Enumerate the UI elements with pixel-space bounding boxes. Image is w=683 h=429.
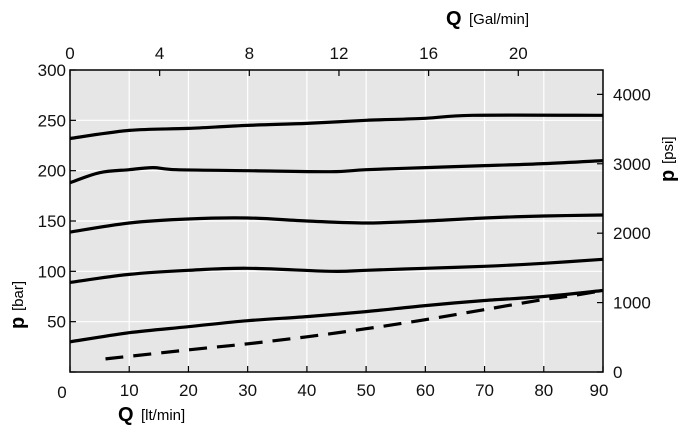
- x-bottom-tick-label: 60: [416, 381, 435, 400]
- y-right-axis-unit: [psi]: [660, 136, 677, 164]
- x-bottom-axis-unit: [lt/min]: [141, 407, 185, 424]
- y-right-tick-label: 1000: [613, 294, 651, 313]
- y-left-tick-label: 50: [47, 313, 66, 332]
- y-left-tick-label: 250: [38, 111, 66, 130]
- y-left-tick-label: 100: [38, 262, 66, 281]
- x-bottom-tick-label: 10: [120, 381, 139, 400]
- y-right-tick-label: 0: [613, 363, 622, 382]
- x-top-tick-label: 8: [245, 44, 254, 63]
- x-top-tick-label: 0: [65, 44, 74, 63]
- x-bottom-tick-label: 0: [57, 383, 66, 402]
- y-left-axis-unit: [bar]: [10, 281, 27, 311]
- series-line-5: [69, 288, 604, 344]
- x-bottom-axis-symbol: Q: [118, 404, 134, 426]
- x-top-tick-label: 12: [330, 44, 349, 63]
- x-top-tick-label: 4: [155, 44, 164, 63]
- x-bottom-tick-label: 30: [238, 381, 257, 400]
- x-top-axis-unit: [Gal/min]: [469, 11, 529, 28]
- x-bottom-tick-label: 70: [475, 381, 494, 400]
- y-right-axis-symbol: p: [657, 170, 679, 182]
- x-top-tick-label: 16: [419, 44, 438, 63]
- series-line-2: [69, 159, 604, 185]
- y-left-axis-symbol: p: [7, 317, 29, 329]
- x-bottom-tick-label: 80: [534, 381, 553, 400]
- series-line-3: [69, 213, 604, 234]
- x-bottom-tick-label: 40: [297, 381, 316, 400]
- x-bottom-tick-label: 20: [179, 381, 198, 400]
- x-top-axis-symbol: Q: [446, 8, 462, 30]
- y-left-tick-label: 150: [38, 212, 66, 231]
- y-right-tick-label: 2000: [613, 224, 651, 243]
- series-line-4: [69, 257, 604, 284]
- series-lines: [69, 113, 604, 361]
- y-right-tick-label: 4000: [613, 85, 651, 104]
- x-bottom-tick-label: 90: [590, 381, 609, 400]
- x-bottom-tick-label: 50: [357, 381, 376, 400]
- series-line-1: [69, 113, 604, 141]
- y-left-tick-label: 300: [38, 61, 66, 80]
- x-top-tick-label: 20: [509, 44, 528, 63]
- y-right-tick-label: 3000: [613, 155, 651, 174]
- series-line-dashed: [105, 288, 604, 361]
- y-left-tick-label: 200: [38, 162, 66, 181]
